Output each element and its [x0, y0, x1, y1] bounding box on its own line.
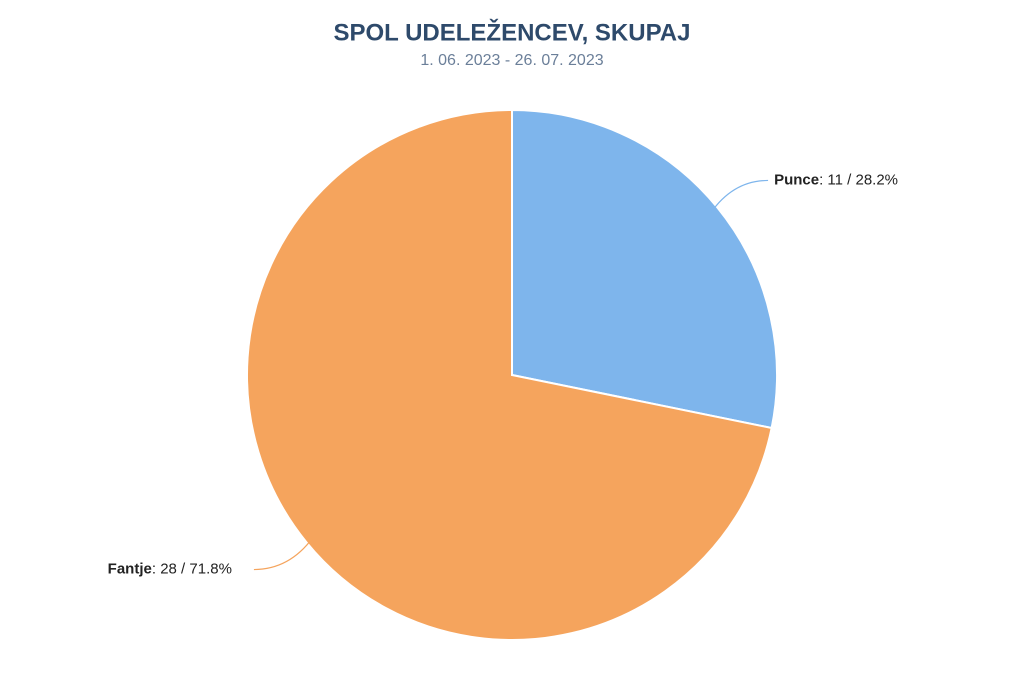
pie-slice: [511, 108, 779, 430]
slice-value-label: : 28 / 71.8%: [152, 561, 232, 578]
pie-slice: [246, 108, 773, 641]
leader-line: [710, 179, 769, 213]
slice-name: Punce: [774, 171, 819, 188]
leader-line: [253, 537, 314, 571]
chart-subtitle: 1. 06. 2023 - 26. 07. 2023: [420, 52, 603, 69]
chart-title: SPOL UDELEŽENCEV, SKUPAJ: [334, 18, 691, 46]
slice-value-label: : 11 / 28.2%: [819, 171, 898, 188]
slice-label: Fantje: 28 / 71.8%: [108, 561, 232, 578]
slice-label: Punce: 11 / 28.2%: [774, 171, 898, 188]
slice-name: Fantje: [108, 561, 152, 578]
